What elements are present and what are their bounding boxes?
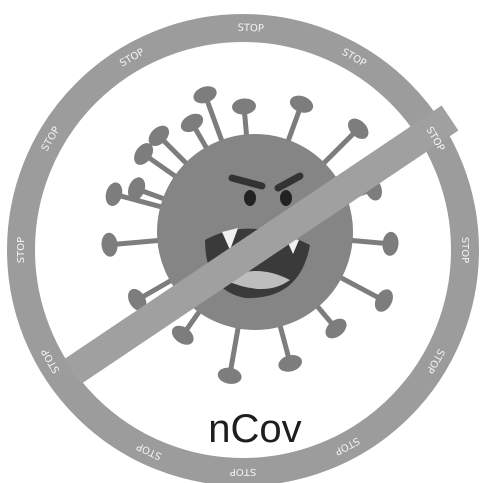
stop-label: STOP — [459, 237, 470, 263]
stop-ncov-illustration: STOPSTOPSTOPSTOPSTOPSTOPSTOPSTOPSTOPSTOP… — [0, 0, 483, 483]
left-eye — [244, 190, 256, 206]
right-eye — [280, 190, 292, 206]
caption: nCov — [208, 407, 301, 451]
page: STOPSTOPSTOPSTOPSTOPSTOPSTOPSTOPSTOPSTOP… — [0, 0, 483, 483]
stop-label: STOP — [16, 237, 27, 263]
stop-label: STOP — [230, 466, 256, 477]
stop-label: STOP — [237, 23, 264, 35]
